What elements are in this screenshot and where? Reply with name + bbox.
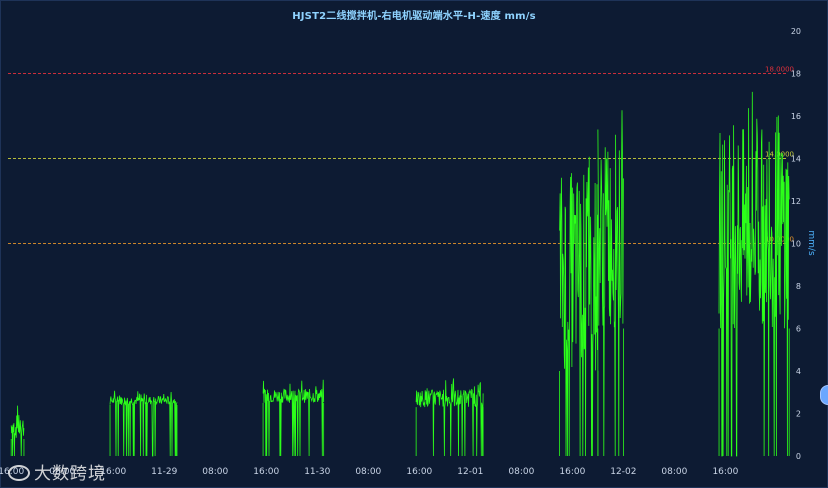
x-tick-label: 11-30 (304, 467, 330, 477)
series-segment (10, 405, 25, 457)
y-tick-label: 2 (796, 410, 801, 419)
series-segment (262, 379, 325, 457)
series-segment (559, 156, 599, 457)
x-tick-label: 11-29 (151, 467, 177, 477)
x-tick-label: 16:00 (559, 467, 585, 477)
x-tick-label: 08:00 (661, 467, 687, 477)
y-tick-label: 16 (791, 112, 801, 121)
series-segment (415, 378, 484, 457)
x-tick-label: 12-02 (610, 467, 636, 477)
series-segment (109, 390, 178, 457)
x-tick-label: 12-01 (457, 467, 483, 477)
side-handle[interactable] (820, 385, 828, 405)
watermark-text: 大数跨境 (34, 464, 106, 484)
y-tick-label: 4 (796, 367, 801, 376)
watermark-logo-icon (8, 465, 30, 481)
x-tick-label: 08:00 (355, 467, 381, 477)
x-tick-label: 08:00 (49, 467, 75, 477)
x-tick-label: 08:00 (202, 467, 228, 477)
x-tick-label: 16:00 (406, 467, 432, 477)
threshold-label: 18.0000 (765, 66, 794, 74)
chart-title: HJST2二线搅拌机-右电机驱动端水平-H-速度 mm/s (292, 11, 536, 22)
watermark: 大数跨境 (8, 459, 106, 484)
x-tick-label: 16:00 (100, 467, 126, 477)
y-tick-label: 8 (796, 282, 801, 291)
y-tick-label: 12 (791, 197, 801, 206)
x-tick-label: 16:00 (712, 467, 738, 477)
y-tick-label: 6 (796, 325, 801, 334)
y-tick-label: 20 (791, 27, 801, 36)
y-tick-label: 18 (791, 70, 801, 79)
y-tick-label: 10 (791, 240, 801, 249)
x-tick-label: 08:00 (508, 467, 534, 477)
x-tick-label: 16:00 (253, 467, 279, 477)
y-tick-label: 14 (791, 155, 801, 164)
series-segment (718, 91, 790, 457)
y-tick-label: 0 (796, 452, 801, 461)
y-axis-label: mm/s (806, 230, 816, 256)
series-segment (597, 110, 624, 457)
